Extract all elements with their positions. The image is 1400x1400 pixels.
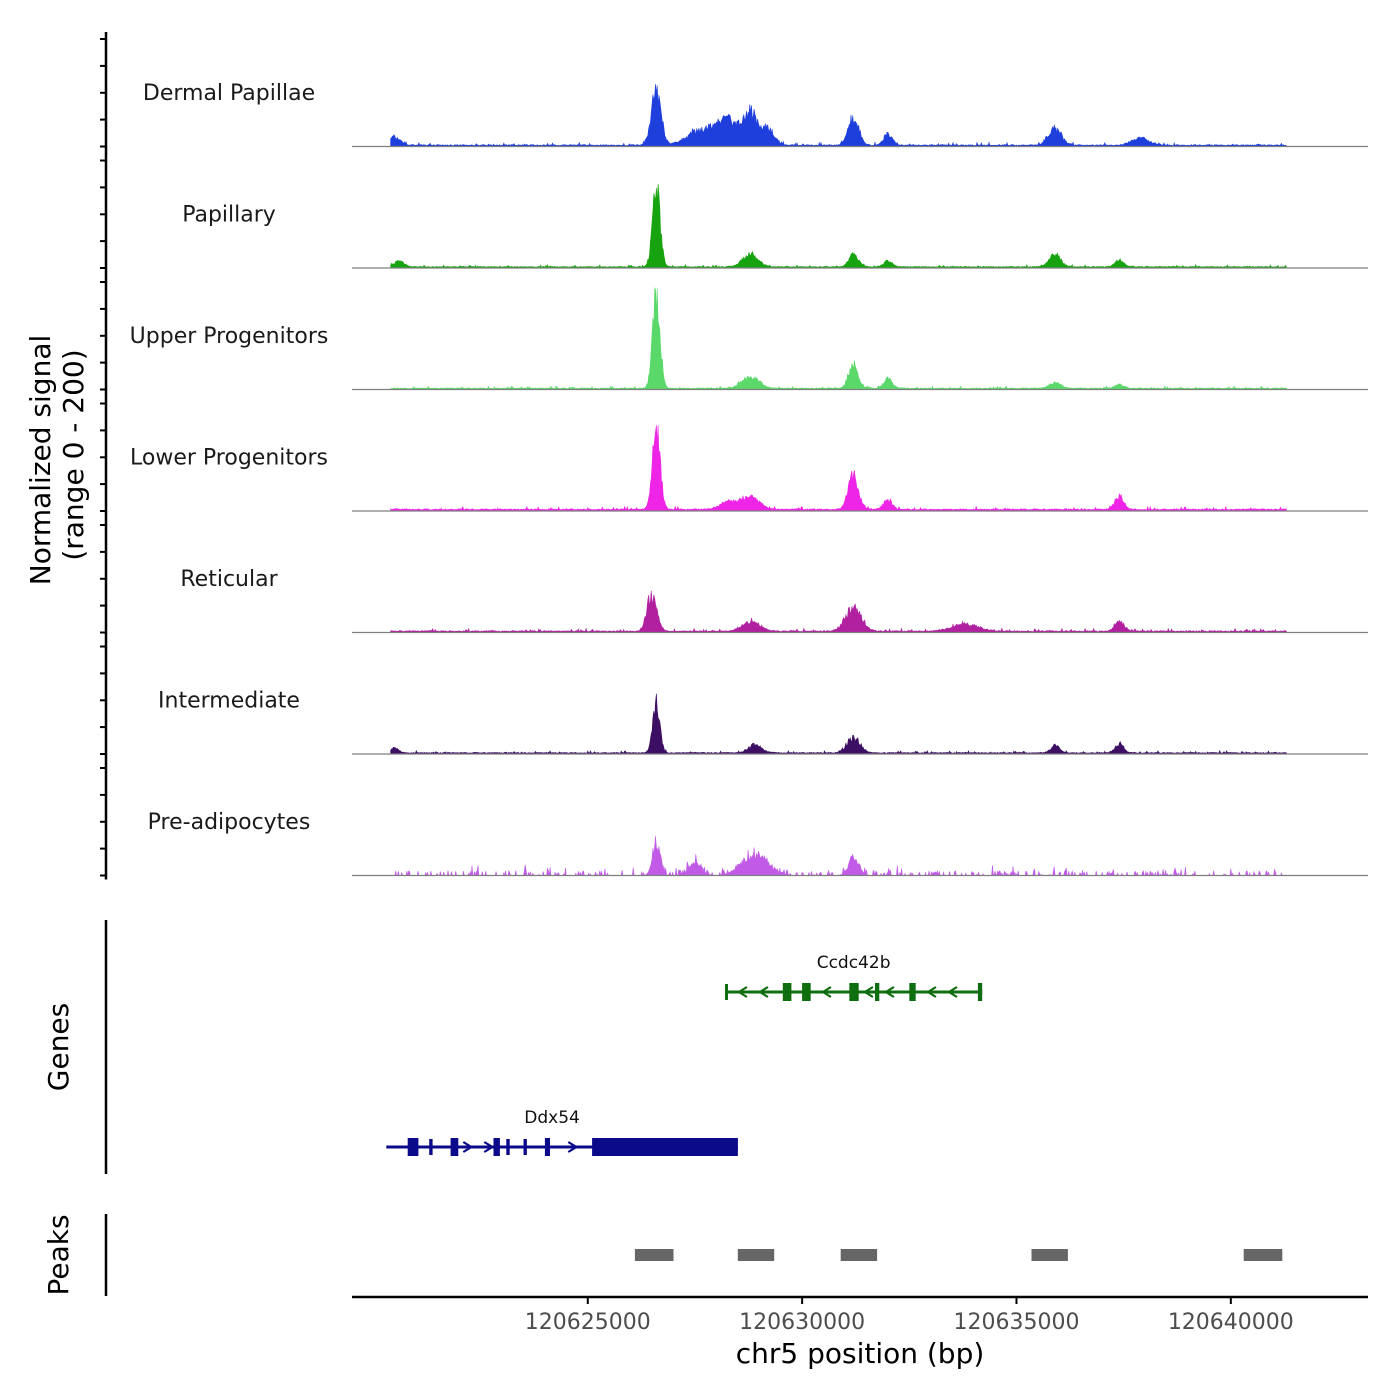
gene-exon [725,984,728,1000]
strand-chevron [462,1141,474,1153]
strand-chevron [883,986,895,998]
strand-chevron [925,986,937,998]
track-intermediate: Intermediate [158,689,1368,755]
coverage-area [390,836,1287,877]
track-reticular: Reticular [180,567,1368,634]
gene-exon [977,983,983,1001]
track-label: Papillary [182,203,276,228]
peak-region [1031,1249,1068,1261]
coverage-area [390,425,1287,512]
gene-ddx54: Ddx54 [386,1108,738,1156]
genes-panel: Genes Ccdc42b Ddx54 [42,920,983,1174]
track-label: Intermediate [158,689,300,714]
gene-exon [909,983,916,1001]
strand-chevron [946,986,958,998]
x-axis: 120625000 120630000 120635000 120640000 chr… [352,1295,1368,1370]
strand-chevron [757,986,769,998]
coverage-area [390,590,1287,633]
gene-exon [523,1139,527,1155]
gene-exon [429,1139,433,1155]
gene-ccdc42b: Ccdc42b [724,953,983,1001]
peak-regions [634,1249,1283,1261]
track-label: Dermal Papillae [143,81,315,106]
track-papillary: Papillary [182,183,1368,269]
strand-chevron [567,1141,579,1153]
gene-exon [544,1138,550,1156]
y-axis-title-line1: Normalized signal [24,335,57,586]
genes-axis-title: Genes [42,1003,75,1091]
gene-exon [592,1138,738,1156]
peak-region [634,1249,674,1261]
gene-exon [450,1138,459,1156]
track-upper-progenitors: Upper Progenitors [130,287,1368,391]
gene-exon [849,983,859,1001]
gene-exon [407,1138,419,1156]
x-tick-label: 120640000 [1168,1310,1294,1335]
coverage-area [390,287,1287,390]
x-tick-label: 120630000 [739,1310,865,1335]
x-tick-label: 120625000 [525,1310,651,1335]
peaks-panel: Peaks [42,1214,1283,1296]
strand-chevron [483,1141,495,1153]
peak-region [840,1249,878,1261]
track-dermal-papillae: Dermal Papillae [143,81,1368,148]
track-lower-progenitors: Lower Progenitors [130,425,1368,512]
signal-y-ticks [100,38,106,877]
gene-models: Ccdc42b Ddx54 [386,953,983,1156]
track-label: Lower Progenitors [130,446,328,471]
gene-exon [493,1138,500,1156]
x-axis-ticks: 120625000 120630000 120635000 120640000 [525,1297,1294,1335]
gene-exon [506,1139,510,1155]
coverage-tracks: Dermal Papillae Papillary Upper Progenitor… [130,81,1368,877]
coverage-area [390,183,1287,269]
gene-exon [875,983,880,1001]
peak-region [1243,1249,1283,1261]
coverage-area [390,84,1287,147]
y-axis-title-line2: (range 0 - 200) [57,349,90,560]
track-label: Pre-adipocytes [148,810,311,835]
peak-region [737,1249,775,1261]
gene-exon [802,983,811,1001]
track-pre-adipocytes: Pre-adipocytes [148,810,1368,877]
strand-chevron [736,986,748,998]
strand-chevron [820,986,832,998]
track-label: Upper Progenitors [130,324,329,349]
gene-label: Ddx54 [524,1108,580,1128]
peaks-axis-title: Peaks [42,1214,75,1295]
x-tick-label: 120635000 [953,1310,1079,1335]
gene-exon [782,983,792,1001]
gene-label: Ccdc42b [817,953,891,973]
x-axis-title: chr5 position (bp) [736,1337,985,1370]
strand-chevron [862,986,874,998]
signal-y-axis: Normalized signal (range 0 - 200) [24,32,108,880]
coverage-area [390,693,1287,755]
track-label: Reticular [180,567,278,592]
